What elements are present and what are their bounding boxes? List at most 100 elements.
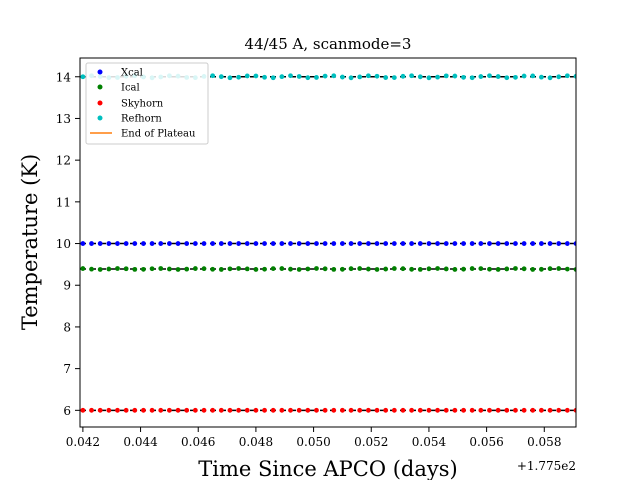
data-point	[166, 266, 172, 272]
x-tick-label: 0.048	[239, 435, 273, 449]
data-point	[357, 241, 363, 246]
data-point	[158, 241, 164, 246]
data-point	[443, 241, 449, 246]
data-point	[383, 241, 389, 246]
data-point	[210, 241, 216, 246]
data-point	[227, 266, 233, 272]
data-point	[279, 407, 285, 413]
data-point	[296, 74, 302, 79]
y-tick-label: 6	[63, 404, 71, 418]
series-skyhorn	[80, 407, 576, 413]
data-point	[158, 407, 164, 413]
data-point	[115, 407, 120, 413]
data-point	[270, 407, 276, 413]
data-point	[322, 266, 328, 272]
data-point	[288, 73, 293, 79]
data-point	[556, 241, 562, 246]
data-point	[296, 267, 302, 272]
series-ical	[80, 266, 576, 272]
data-point	[236, 266, 242, 271]
data-point	[314, 75, 319, 80]
legend-marker-ical	[97, 84, 103, 90]
data-point	[218, 74, 224, 80]
data-point	[374, 407, 380, 413]
data-point	[487, 266, 492, 272]
data-point	[426, 241, 432, 246]
data-point	[348, 75, 354, 81]
data-point	[400, 266, 406, 272]
data-point	[348, 266, 354, 272]
legend-label-refhorn: Refhorn	[121, 114, 162, 125]
data-point	[244, 73, 250, 79]
legend-label-end-of-plateau: End of Plateau	[121, 129, 196, 140]
data-point	[461, 407, 466, 413]
data-point	[80, 266, 86, 271]
data-point	[365, 73, 371, 79]
data-point	[487, 241, 492, 246]
data-point	[461, 241, 466, 246]
x-tick-label: 0.042	[66, 435, 100, 449]
data-point	[166, 241, 172, 246]
data-point	[530, 407, 536, 413]
data-point	[365, 241, 371, 246]
data-point	[141, 266, 146, 272]
data-point	[417, 74, 423, 80]
legend-label-xcal: Xcal	[121, 68, 143, 79]
data-point	[227, 407, 233, 413]
data-point	[452, 73, 458, 79]
data-point	[158, 266, 164, 271]
data-point	[374, 241, 380, 246]
data-point	[469, 241, 475, 246]
data-point	[478, 407, 484, 413]
data-point	[175, 267, 181, 272]
data-point	[564, 407, 570, 413]
data-point	[192, 266, 198, 271]
x-tick-label: 0.054	[412, 435, 447, 449]
data-point	[357, 74, 363, 80]
data-point	[279, 74, 285, 80]
data-point	[417, 241, 423, 246]
data-point	[391, 241, 397, 246]
data-point	[513, 407, 518, 413]
data-point	[504, 266, 510, 272]
data-point	[331, 73, 337, 79]
data-point	[521, 266, 527, 272]
data-point	[573, 73, 576, 79]
data-point	[556, 74, 562, 80]
data-point	[89, 266, 94, 272]
data-point	[322, 241, 328, 246]
legend-marker-refhorn	[97, 115, 103, 121]
data-point	[435, 74, 440, 80]
data-point	[426, 407, 432, 413]
data-point	[218, 241, 224, 246]
data-point	[409, 266, 415, 272]
data-point	[97, 267, 103, 272]
data-point	[426, 266, 432, 272]
data-point	[495, 74, 501, 79]
data-point	[192, 241, 198, 246]
data-point	[132, 266, 138, 272]
data-point	[184, 407, 190, 413]
data-point	[305, 266, 311, 272]
data-point	[530, 267, 536, 272]
data-point	[348, 407, 354, 413]
data-point	[383, 75, 389, 80]
y-tick-label: 7	[63, 362, 71, 376]
data-point	[80, 407, 86, 413]
data-point	[106, 407, 112, 413]
x-tick-label: 0.058	[527, 435, 561, 449]
data-point	[184, 266, 190, 272]
data-point	[504, 75, 510, 81]
data-point	[357, 407, 363, 413]
x-offset-label: +1.775e2	[517, 459, 576, 473]
data-point	[210, 266, 216, 272]
data-point	[218, 407, 224, 413]
legend-marker-xcal	[97, 69, 103, 75]
data-point	[305, 241, 311, 246]
series-xcal	[80, 241, 576, 246]
data-point	[530, 241, 536, 246]
data-point	[210, 407, 216, 413]
data-point	[141, 241, 146, 246]
data-point	[495, 241, 501, 246]
data-point	[115, 241, 120, 246]
